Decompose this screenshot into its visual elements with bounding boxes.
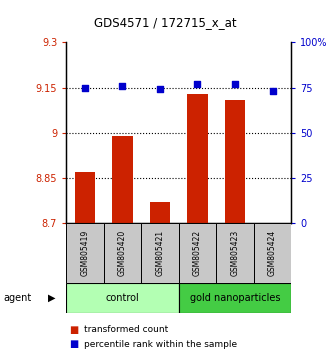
FancyBboxPatch shape (216, 223, 254, 283)
Point (157, 87, 163, 92)
Text: agent: agent (3, 293, 31, 303)
FancyBboxPatch shape (179, 283, 291, 313)
Text: GSM805420: GSM805420 (118, 230, 127, 276)
Bar (112, 136, 133, 223)
Text: percentile rank within the sample: percentile rank within the sample (84, 339, 238, 349)
Point (270, 88, 275, 94)
Text: GSM805424: GSM805424 (268, 230, 277, 276)
Text: ■: ■ (70, 325, 79, 335)
Text: control: control (106, 293, 139, 303)
Text: ▶: ▶ (48, 293, 55, 303)
Text: gold nanoparticles: gold nanoparticles (190, 293, 280, 303)
Text: transformed count: transformed count (84, 325, 169, 335)
Text: GDS4571 / 172715_x_at: GDS4571 / 172715_x_at (94, 17, 237, 29)
Point (82, 85, 88, 91)
Text: GSM805423: GSM805423 (230, 230, 240, 276)
Bar (225, 100, 245, 223)
Bar (75, 172, 95, 223)
Point (120, 83, 125, 88)
Bar (187, 93, 208, 223)
FancyBboxPatch shape (179, 223, 216, 283)
Text: GSM805419: GSM805419 (80, 230, 89, 276)
FancyBboxPatch shape (104, 223, 141, 283)
FancyBboxPatch shape (141, 223, 179, 283)
Text: GSM805421: GSM805421 (156, 230, 165, 276)
Point (232, 81, 238, 87)
FancyBboxPatch shape (254, 223, 291, 283)
Text: GSM805422: GSM805422 (193, 230, 202, 276)
Text: ■: ■ (70, 339, 79, 349)
FancyBboxPatch shape (66, 223, 104, 283)
Point (195, 81, 200, 87)
FancyBboxPatch shape (66, 283, 179, 313)
Bar (150, 202, 170, 223)
